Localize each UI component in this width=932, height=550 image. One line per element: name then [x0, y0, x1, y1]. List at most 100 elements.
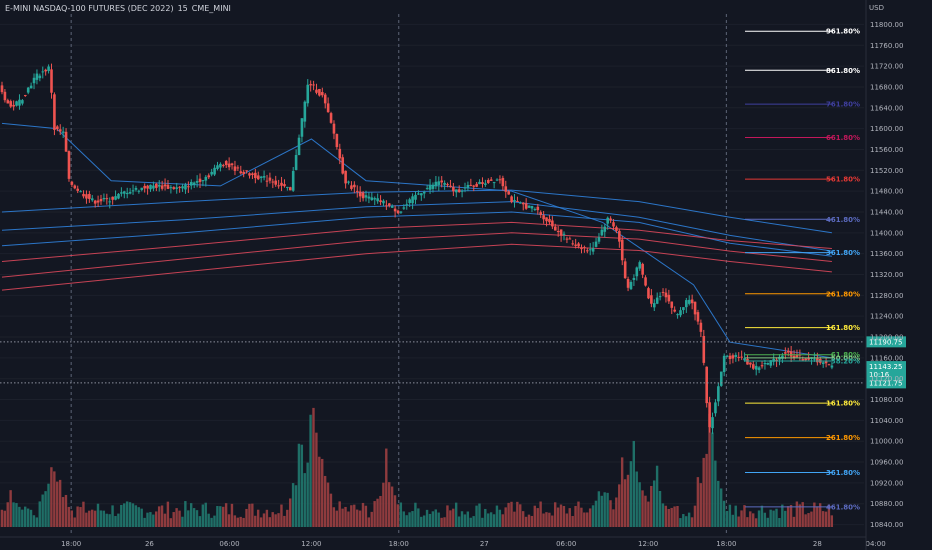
volume-bar — [545, 512, 548, 527]
volume-bar — [64, 494, 68, 527]
candle-body — [734, 354, 738, 357]
candle-body — [291, 170, 295, 191]
candle-body — [294, 155, 298, 170]
candle-body — [597, 237, 601, 242]
candle-body — [766, 363, 770, 365]
candle-body — [737, 356, 741, 358]
volume-bar — [321, 458, 324, 527]
candle-body — [722, 355, 726, 373]
candle-body — [452, 186, 455, 192]
candle-body — [772, 358, 775, 362]
candle-body — [821, 362, 825, 364]
volume-bar — [588, 508, 592, 527]
price-tick-label: 10840.00 — [870, 521, 903, 529]
volume-bar — [329, 493, 333, 527]
volume-bar — [376, 498, 379, 527]
volume-bar — [763, 512, 767, 527]
candle-body — [402, 207, 406, 209]
candle-body — [64, 131, 68, 152]
volume-bar — [568, 508, 571, 527]
volume-bar — [271, 512, 274, 527]
price-tick-label: 11040.00 — [870, 417, 903, 425]
candle-body — [338, 148, 342, 159]
volume-bar — [32, 515, 36, 527]
candle-body — [417, 193, 420, 195]
volume-bar — [88, 510, 91, 527]
candle-body — [638, 262, 642, 269]
volume-bar — [434, 509, 437, 527]
volume-bar — [658, 490, 662, 527]
volume-bar — [123, 503, 126, 527]
volume-bar — [650, 485, 653, 527]
price-tick-label: 10920.00 — [870, 479, 903, 487]
volume-bar — [364, 505, 368, 527]
price-tag-bg — [866, 377, 906, 389]
fib-level-label: 261.80% — [826, 290, 860, 298]
candle-body — [120, 192, 123, 194]
candle-body — [0, 85, 4, 93]
volume-bar — [606, 492, 609, 527]
volume-bar — [326, 482, 330, 527]
volume-bar — [53, 471, 56, 527]
volume-bar — [47, 483, 50, 527]
candle-body — [685, 300, 688, 308]
candle-body — [242, 171, 245, 175]
price-tick-label: 11120.00 — [870, 375, 903, 383]
candle-body — [230, 163, 234, 166]
candle-body — [131, 190, 135, 192]
volume-bar — [204, 502, 207, 527]
volume-bar — [41, 494, 44, 527]
time-tick-label: 04:00 — [866, 540, 886, 548]
volume-bar — [466, 511, 470, 527]
candle-body — [312, 84, 315, 86]
volume-bar — [318, 456, 321, 527]
volume-bar — [801, 502, 804, 527]
volume-bar — [405, 515, 408, 527]
candle-body — [487, 180, 490, 183]
price-tick-label: 11280.00 — [870, 292, 903, 300]
candle-body — [201, 180, 205, 182]
candle-body — [420, 193, 423, 196]
candle-body — [143, 185, 146, 189]
candle-body — [725, 355, 729, 357]
volume-bar — [792, 516, 796, 527]
candle-body — [548, 218, 551, 223]
candle-body — [673, 309, 676, 312]
candle-body — [361, 192, 365, 199]
candle-body — [189, 181, 193, 186]
volume-bar — [513, 511, 516, 527]
candle-body — [521, 202, 525, 205]
price-tick-label: 11640.00 — [870, 104, 903, 112]
volume-bar — [481, 517, 484, 527]
candle-body — [29, 85, 33, 89]
candle-body — [789, 351, 793, 357]
candle-body — [507, 191, 510, 195]
volume-bar — [440, 517, 443, 527]
volume-bar — [548, 512, 551, 527]
candle-body — [708, 402, 711, 428]
fib-level-label: 261.80% — [826, 434, 860, 442]
candle-body — [489, 179, 493, 181]
time-tick-label: 12:00 — [301, 540, 321, 548]
candle-body — [542, 215, 545, 220]
candle-body — [539, 212, 543, 215]
volume-bar — [6, 502, 9, 527]
candle-body — [326, 103, 330, 113]
candle-body — [524, 203, 528, 209]
candle-body — [588, 249, 592, 251]
candle-body — [216, 165, 219, 169]
volume-bar — [274, 514, 277, 527]
candle-body — [390, 206, 394, 208]
interval[interactable]: 15 — [177, 4, 188, 13]
volume-bar — [280, 504, 283, 527]
candle-body — [751, 364, 755, 369]
volume-bar — [172, 512, 175, 527]
volume-bar — [603, 492, 606, 527]
volume-bar — [335, 510, 338, 527]
candle-body — [519, 202, 522, 204]
volume-bar — [705, 453, 708, 527]
volume-bar — [827, 504, 831, 527]
candle-body — [824, 360, 828, 364]
volume-bar — [542, 513, 545, 527]
